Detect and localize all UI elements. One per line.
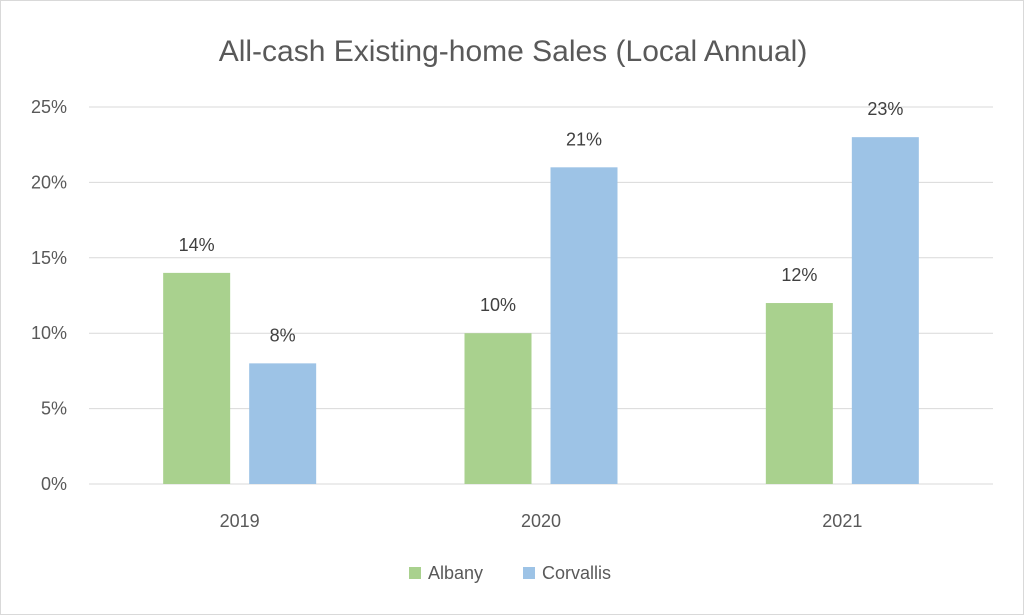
data-labels: 14% 8% 10% 21% 12% 23% (179, 99, 904, 345)
data-label: 8% (270, 325, 296, 345)
y-axis-ticks: 0% 5% 10% 15% 20% 25% (31, 97, 67, 494)
data-label: 10% (480, 295, 516, 315)
x-tick-label: 2019 (220, 511, 260, 531)
bar-albany-2020 (464, 333, 532, 484)
gridlines (89, 106, 993, 485)
bar-albany-2021 (765, 303, 833, 484)
data-label: 21% (566, 129, 602, 149)
chart-title: All-cash Existing-home Sales (Local Annu… (219, 35, 808, 68)
bar-corvallis-2019 (249, 363, 317, 484)
data-label: 12% (781, 265, 817, 285)
y-tick-label: 25% (31, 97, 67, 117)
y-tick-label: 20% (31, 172, 67, 192)
x-tick-label: 2020 (521, 511, 561, 531)
x-tick-label: 2021 (822, 511, 862, 531)
bar-corvallis-2020 (550, 167, 618, 484)
y-tick-label: 0% (41, 474, 67, 494)
y-tick-label: 15% (31, 248, 67, 268)
legend-label-albany: Albany (428, 563, 483, 583)
bars (163, 137, 919, 484)
bar-albany-2019 (163, 272, 231, 484)
data-label: 23% (867, 99, 903, 119)
x-axis-ticks: 2019 2020 2021 (220, 511, 863, 531)
legend-swatch-corvallis (523, 567, 535, 579)
legend-swatch-albany (409, 567, 421, 579)
bar-corvallis-2021 (851, 137, 919, 484)
y-tick-label: 10% (31, 323, 67, 343)
y-tick-label: 5% (41, 399, 67, 419)
legend-label-corvallis: Corvallis (542, 563, 611, 583)
data-label: 14% (179, 235, 215, 255)
legend: Albany Corvallis (409, 563, 611, 583)
